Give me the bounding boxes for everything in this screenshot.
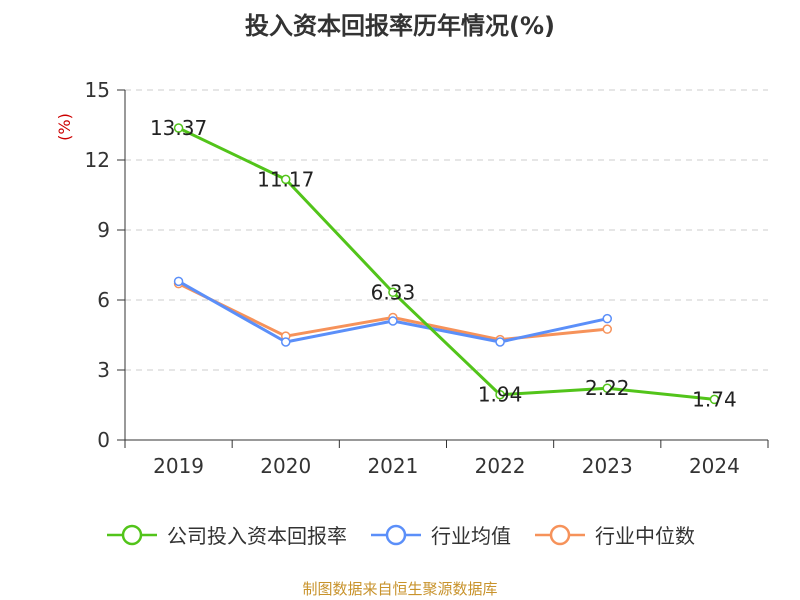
data-point bbox=[173, 276, 184, 287]
y-tick-label: 6 bbox=[97, 288, 110, 312]
data-label: 13.37 bbox=[150, 116, 207, 140]
x-tick-label: 2022 bbox=[475, 454, 526, 478]
x-tick-label: 2020 bbox=[260, 454, 311, 478]
x-tick-label: 2019 bbox=[153, 454, 204, 478]
legend-swatch-icon bbox=[371, 524, 421, 545]
data-point bbox=[495, 389, 505, 400]
data-point bbox=[388, 287, 398, 298]
series-line bbox=[177, 126, 715, 401]
grid-lines bbox=[125, 89, 768, 371]
legend-label: 公司投入资本回报率 bbox=[167, 524, 347, 548]
series-lines bbox=[173, 123, 720, 405]
data-point bbox=[495, 337, 505, 347]
data-point bbox=[709, 394, 720, 405]
legend-swatch-icon bbox=[107, 524, 157, 545]
x-tick-label: 2024 bbox=[689, 454, 740, 478]
data-label: 1.94 bbox=[478, 383, 523, 407]
legend-label: 行业中位数 bbox=[595, 524, 695, 548]
axes: 0 3 6 9 12 15 2019 2020 2021 2022 2023 2024 bbox=[85, 78, 769, 478]
data-labels: 13.37 11.17 6.33 1.94 2.22 1.74 bbox=[150, 116, 737, 411]
legend-label: 行业均值 bbox=[431, 524, 511, 548]
legend-swatch-icon bbox=[535, 524, 585, 545]
legend: 公司投入资本回报率 行业均值 行业中位数 bbox=[0, 520, 800, 549]
x-tick-label: 2021 bbox=[367, 454, 418, 478]
data-point bbox=[602, 383, 612, 393]
legend-item: 公司投入资本回报率 bbox=[105, 520, 347, 549]
y-tick-label: 9 bbox=[97, 218, 110, 242]
y-tick-label: 15 bbox=[85, 78, 110, 102]
data-point bbox=[602, 324, 612, 334]
data-point bbox=[281, 337, 291, 347]
data-label: 6.33 bbox=[371, 280, 416, 304]
data-label: 11.17 bbox=[257, 167, 314, 191]
data-point bbox=[602, 313, 612, 324]
data-point bbox=[173, 123, 184, 133]
x-tick-label: 2023 bbox=[582, 454, 633, 478]
data-label: 1.74 bbox=[692, 387, 737, 411]
y-axis-unit-label: (%) bbox=[55, 113, 74, 141]
data-point bbox=[281, 174, 291, 185]
data-point bbox=[388, 316, 398, 326]
source-note: 制图数据来自恒生聚源数据库 bbox=[302, 580, 498, 598]
y-tick-label: 3 bbox=[97, 358, 110, 382]
y-tick-label: 12 bbox=[85, 148, 110, 172]
data-label: 2.22 bbox=[585, 376, 630, 400]
chart-title: 投入资本回报率历年情况(%) bbox=[245, 12, 555, 40]
legend-item: 行业中位数 bbox=[533, 520, 695, 549]
y-tick-label: 0 bbox=[97, 428, 110, 452]
legend-item: 行业均值 bbox=[369, 520, 511, 549]
